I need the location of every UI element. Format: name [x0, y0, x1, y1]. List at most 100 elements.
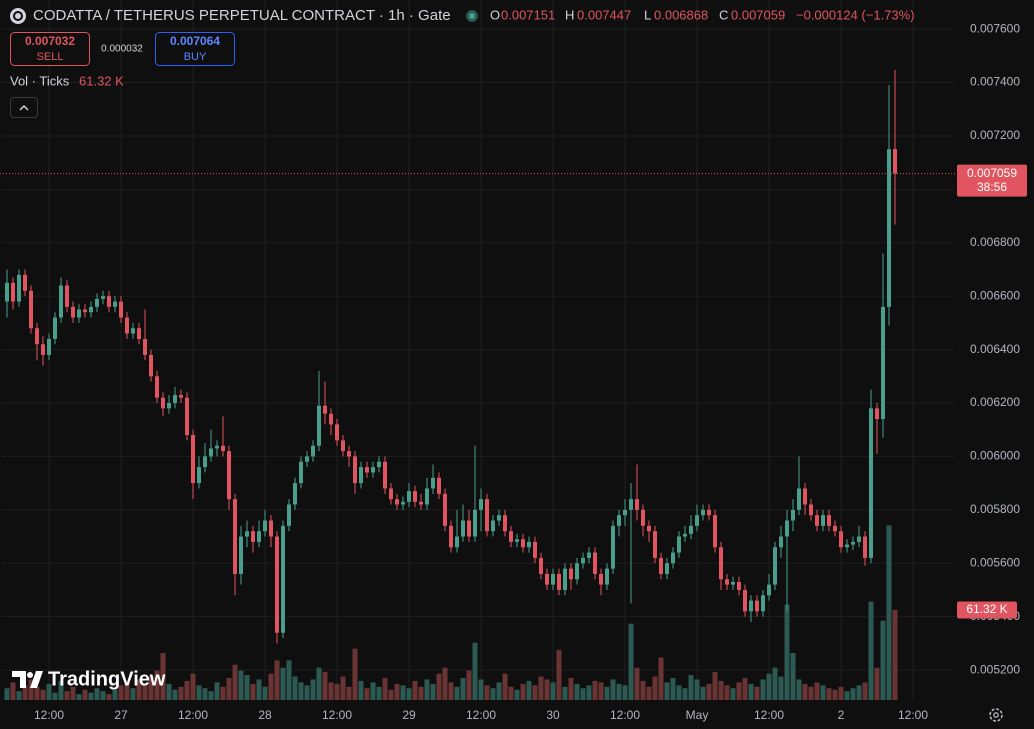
buy-label: BUY: [184, 51, 207, 63]
volume-bar: [520, 683, 526, 700]
volume-bar: [166, 683, 172, 700]
volume-bar: [856, 685, 862, 700]
x-tick-label: 12:00: [610, 708, 640, 722]
volume-bar: [346, 686, 352, 700]
volume-bar: [610, 679, 616, 700]
y-tick-label: 0.007200: [970, 128, 1020, 142]
volume-bar: [628, 623, 634, 700]
y-tick-label: 0.005800: [970, 502, 1020, 516]
candle-body: [155, 376, 159, 398]
volume-bar: [208, 691, 214, 700]
candle-body: [419, 501, 423, 505]
candle-body: [401, 501, 405, 505]
volume-bar: [874, 667, 880, 700]
candle-body: [731, 581, 735, 585]
candle-body: [275, 536, 279, 633]
volume-bar: [16, 691, 22, 700]
x-tick-label: 28: [258, 708, 272, 722]
chart-title[interactable]: CODATTA / TETHERUS PERPETUAL CONTRACT · …: [33, 7, 451, 24]
volume-bar: [328, 682, 334, 700]
candle-body: [335, 424, 339, 441]
y-tick-label: 0.006000: [970, 449, 1020, 463]
volume-bar: [424, 679, 430, 700]
candle-body: [791, 509, 795, 521]
candle-body: [305, 456, 309, 462]
candle-body: [413, 491, 417, 502]
candle-body: [383, 461, 387, 489]
candle-body: [635, 499, 639, 510]
volume-value: 61.32 K: [79, 73, 124, 88]
candle-body: [71, 306, 75, 318]
candle-body: [449, 525, 453, 548]
candle-body: [173, 395, 177, 404]
volume-bar: [262, 686, 268, 700]
candle-body: [767, 584, 771, 596]
candle-body: [467, 520, 471, 537]
candle-body: [371, 467, 375, 473]
candle-body: [47, 338, 51, 355]
volume-bar: [844, 691, 850, 700]
y-tick-label: 0.006400: [970, 342, 1020, 356]
candle-body: [743, 589, 747, 612]
candle-body: [35, 328, 39, 345]
volume-bar: [4, 688, 10, 700]
candle-body: [827, 515, 831, 526]
candle-body: [125, 317, 129, 334]
ohlc-label: H: [565, 7, 574, 22]
ohlc-label: C: [719, 7, 728, 22]
watermark-logo-dot: [27, 672, 33, 678]
volume-bar: [94, 688, 100, 700]
candle-body: [623, 509, 627, 516]
candle-body: [749, 600, 753, 612]
candle-body: [317, 405, 321, 446]
candle-body: [683, 533, 687, 537]
candle-body: [215, 445, 219, 449]
volume-bar: [850, 688, 856, 700]
volume-tag: [957, 601, 1017, 619]
candle-body: [131, 328, 135, 334]
buy-button[interactable]: [155, 32, 235, 66]
ohlc-value: 0.007151: [501, 7, 555, 22]
volume-bar: [220, 686, 226, 700]
volume-bar: [244, 675, 250, 700]
volume-bar: [10, 682, 16, 700]
volume-bar: [514, 689, 520, 700]
volume-bar: [808, 686, 814, 700]
candle-body: [263, 520, 267, 532]
candle-body: [881, 306, 885, 420]
volume-bar: [454, 686, 460, 700]
volume-bar: [496, 682, 502, 700]
candle-body: [851, 541, 855, 545]
x-tick-label: 12:00: [898, 708, 928, 722]
candle-body: [719, 547, 723, 580]
collapse-button[interactable]: [10, 97, 38, 118]
candle-body: [167, 403, 171, 409]
candle-body: [197, 467, 201, 484]
countdown: 38:56: [977, 180, 1007, 194]
candle-body: [659, 557, 663, 574]
symbol-icon[interactable]: [10, 8, 26, 24]
candle-body: [497, 515, 501, 521]
candle-body: [629, 499, 633, 510]
volume-bar: [814, 682, 820, 700]
volume-bar: [412, 680, 418, 700]
volume-bar: [274, 660, 280, 700]
volume-bar: [142, 685, 148, 700]
candle-body: [179, 395, 183, 398]
volume-bar: [694, 679, 700, 700]
volume-bar: [784, 604, 790, 700]
volume-bar: [886, 525, 892, 700]
volume-bar: [304, 685, 310, 700]
volume-bar: [460, 677, 466, 700]
candle-body: [773, 547, 777, 585]
volume-bar: [46, 683, 52, 700]
candle-body: [137, 328, 141, 339]
volume-bar: [892, 609, 898, 700]
volume-bar: [868, 601, 874, 700]
sell-button[interactable]: [10, 32, 90, 66]
candle-body: [503, 515, 507, 532]
candle-body: [365, 467, 369, 473]
candle-body: [257, 531, 261, 542]
x-tick-label: 30: [546, 708, 560, 722]
settings-button[interactable]: [989, 708, 1003, 722]
